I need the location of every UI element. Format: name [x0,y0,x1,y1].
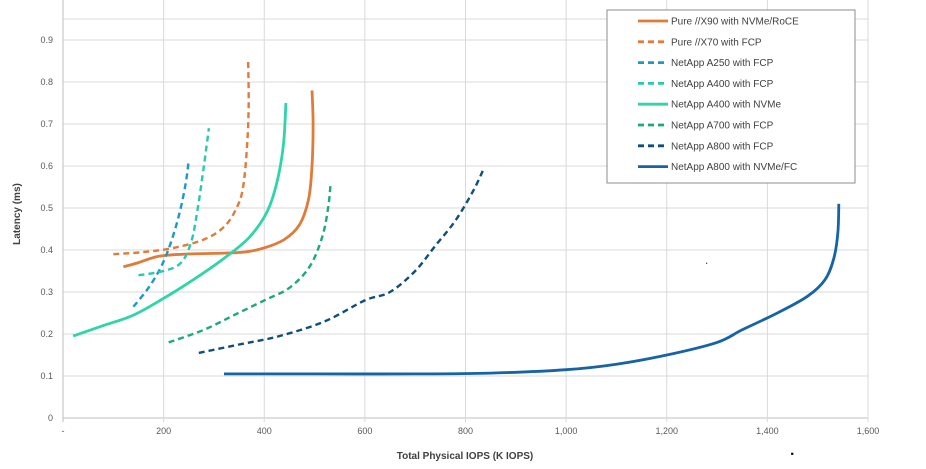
legend-item: NetApp A400 with NVMe [638,100,781,111]
legend-frame [606,9,856,184]
legend-label: NetApp A700 with FCP [671,121,774,132]
legend-item: NetApp A250 with FCP [638,58,774,69]
stray-dot-annotation: . [705,253,708,267]
y-tick-label: 0.3 [40,287,53,297]
y-tick-label: 0.7 [40,119,53,129]
legend-label: NetApp A400 with NVMe [671,100,781,111]
y-tick-label: 0 [48,413,53,423]
legend-item: NetApp A800 with NVMe/FC [638,162,797,173]
series-line [123,90,315,269]
y-tick-label: 0.1 [40,371,53,381]
y-tick-label: 0.9 [40,35,53,45]
x-tick-label: 1,200 [655,426,678,436]
series-lines [72,60,841,376]
x-tick-label: 400 [257,426,272,436]
legend: Pure //X90 with NVMe/RoCE Pure //X70 with… [606,9,856,184]
legend-item: NetApp A700 with FCP [638,121,774,132]
x-tick-label: 1,400 [756,426,779,436]
y-tick-label: 0.2 [40,329,53,339]
legend-item: Pure //X90 with NVMe/RoCE [638,17,799,28]
series-line [168,182,332,344]
series-line [138,128,211,277]
y-tick-label: 0.5 [40,203,53,213]
x-tick-label: - [62,426,65,436]
y-tick-label: 0.4 [40,245,53,255]
y-tick-label: 0.6 [40,161,53,171]
legend-label: NetApp A800 with NVMe/FC [671,162,797,173]
x-axis-title: Total Physical IOPS (K IOPS) [397,451,534,462]
x-tick-label: 600 [357,426,372,436]
legend-item: Pure //X70 with FCP [638,37,762,48]
stray-dot-annotation: . [790,442,794,459]
x-axis-ticks: - 200 400 600 800 1,000 1,200 1,400 1,600 [62,426,880,436]
legend-label: NetApp A400 with FCP [671,79,774,90]
y-axis-ticks: 0 0.1 0.2 0.3 0.4 0.5 0.6 0.7 0.8 0.9 [40,35,53,423]
y-tick-label: 0.8 [40,77,53,87]
legend-item: NetApp A400 with FCP [638,79,774,90]
series-line [132,159,190,308]
legend-label: NetApp A250 with FCP [671,58,774,69]
x-tick-label: 1,600 [857,426,880,436]
y-axis-title: Latency (ms) [12,183,23,245]
series-line [223,203,841,376]
series-line [198,169,485,355]
series-line [113,60,250,256]
x-tick-label: 1,000 [555,426,578,436]
legend-item: NetApp A800 with FCP [638,141,774,152]
x-tick-label: 200 [156,426,171,436]
legend-label: NetApp A800 with FCP [671,141,774,152]
x-tick-label: 800 [458,426,473,436]
legend-label: Pure //X70 with FCP [671,37,762,48]
series-line [72,102,288,338]
legend-label: Pure //X90 with NVMe/RoCE [671,17,799,28]
